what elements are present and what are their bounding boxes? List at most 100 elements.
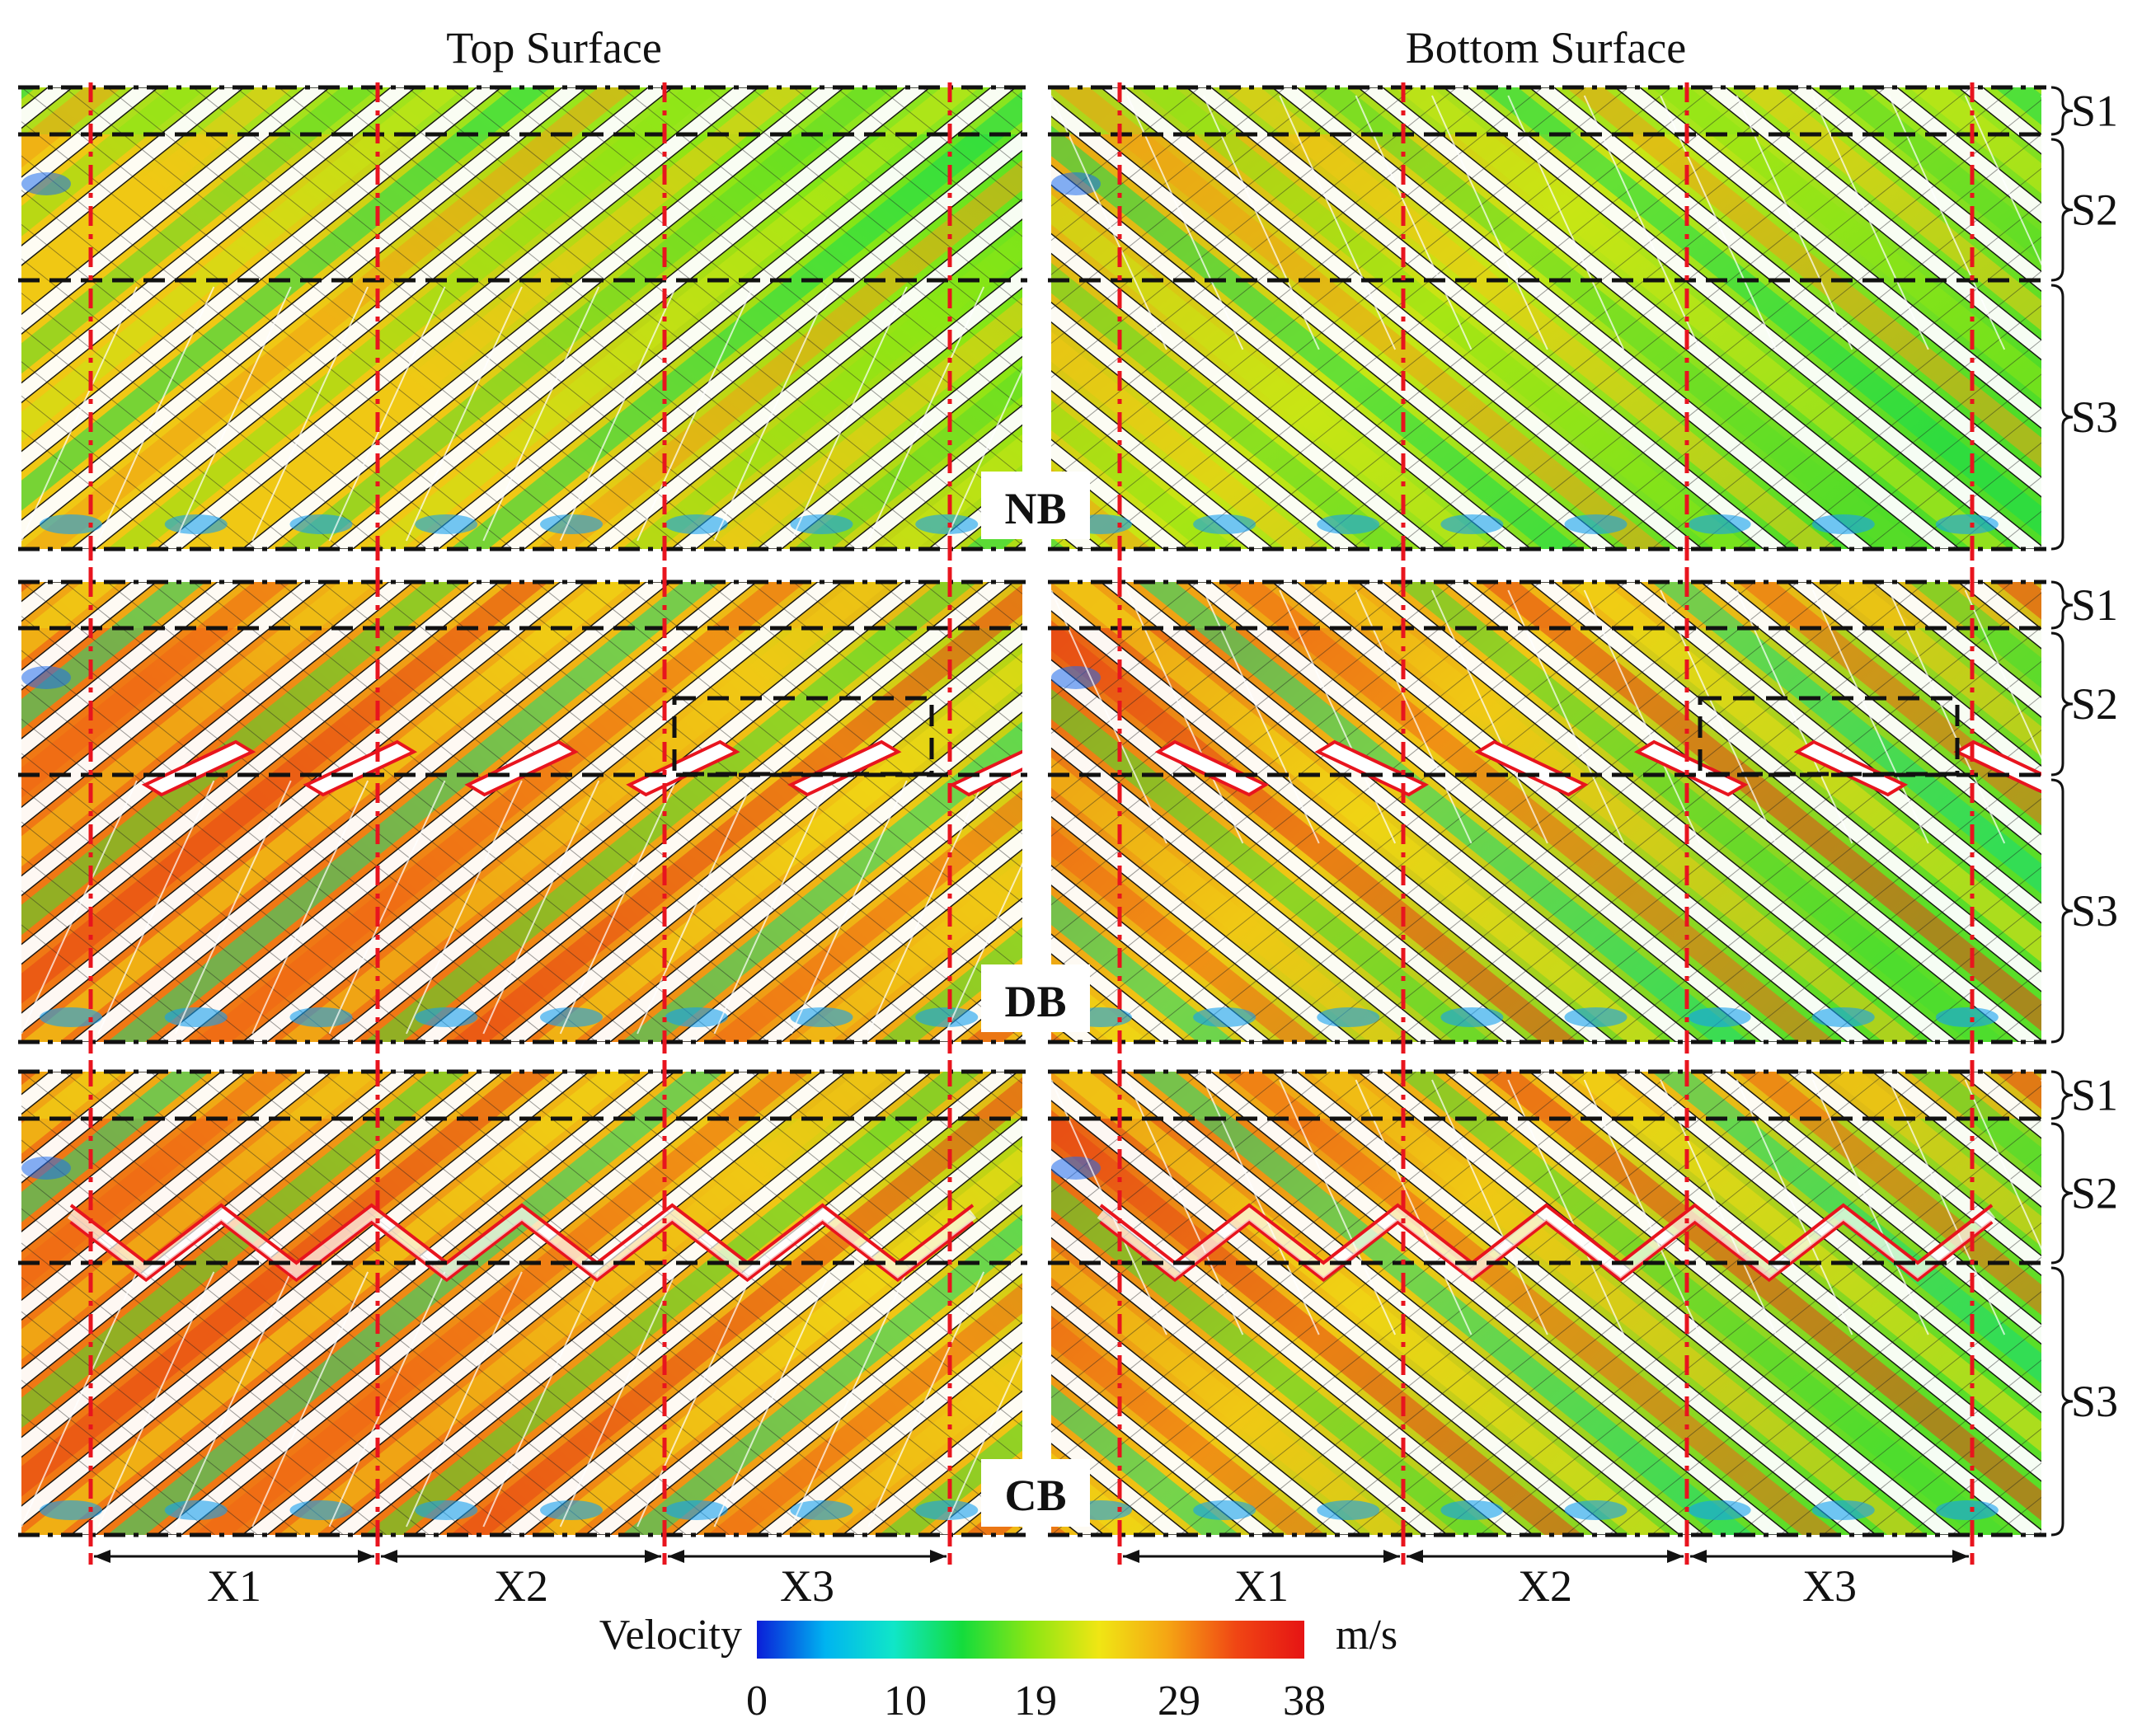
streamline [1126,1079,1244,1335]
streamline [1660,1079,1777,1335]
flow-band [1909,1072,2041,1178]
rib [755,336,1022,549]
rib [1356,1072,1963,1535]
flow-band [622,721,1022,1042]
vortex-spot [40,1500,102,1520]
flow-band [1737,582,2041,826]
rib [1356,87,1961,549]
flow-band [1051,1031,1064,1042]
streamline [251,1271,369,1528]
hatch-line [21,223,428,549]
case-label-nb: NB [1004,484,1066,533]
rib [927,1458,1022,1535]
hatch-line [1051,87,1372,345]
hatch-line [535,1072,1022,1462]
hatch-line [21,1379,215,1535]
hatch-line [449,1072,1022,1530]
flow-band [707,1283,1022,1535]
streamline [559,1271,677,1528]
rib [21,582,500,965]
rib [1051,370,1275,549]
hatch-line [835,1072,1022,1222]
vortex-spot [1688,1500,1751,1520]
rib [326,87,932,549]
corrugated-baffle [69,1218,975,1283]
rib [1051,1285,1363,1535]
rib [1051,865,1273,1042]
flow-band [193,87,808,549]
hatch-line [835,582,1022,732]
streamline [328,1271,446,1528]
hatch-line [149,87,728,549]
rib [1051,301,1361,549]
hatch-line [1522,134,2041,549]
flow-band [793,1351,1022,1535]
streamline [1888,95,2006,350]
flow-band [21,1072,39,1086]
vortex-spot [415,514,478,534]
rib [1051,795,1359,1042]
flow-band [107,1072,725,1535]
hatch-line [149,1072,730,1535]
hatch-line [21,684,468,1042]
rib [2044,87,2156,549]
vortex-spot [1688,1007,1751,1027]
baffle [1474,739,1589,797]
streamline [1279,589,1397,844]
rib [1185,1072,1792,1535]
hatch-line [578,87,1022,443]
flow-band [21,87,636,549]
flow-band [1737,1072,2041,1316]
vortex-spot [1935,1500,1999,1520]
hatch-line [1051,582,1327,803]
rib [1613,87,2041,429]
flow-band [1394,1072,2012,1535]
hatch-line [1522,627,2041,1042]
rib [21,582,157,691]
streamline [406,780,523,1035]
case-label-cb: CB [1004,1471,1066,1520]
streamline [1202,1079,1320,1335]
hatch-line [1222,87,1801,549]
hatch-line [21,718,425,1042]
rib [21,1072,333,1321]
hatch-line [1479,592,2041,1042]
streamline [1811,1079,1929,1335]
vortex-spot [665,1007,728,1027]
hatch-line [1222,582,1798,1042]
rib [69,1072,676,1535]
rib [21,87,246,266]
hatch-line [235,87,814,549]
hatch-line [321,87,900,549]
hatch-line [707,1072,1022,1325]
hatch-line [1051,582,1284,768]
hatch-line [235,582,811,1042]
rib [1956,1072,2041,1139]
rib [498,1115,1022,1535]
hatch-line [1051,582,1627,1042]
rib [498,129,1022,549]
rib [1051,164,1533,549]
flow-band [1051,1384,1240,1535]
hatch-line [1736,1291,2041,1535]
streamline [1507,589,1625,844]
flow-band [21,582,378,867]
flow-band [1223,87,1838,549]
hatch-line [278,87,857,549]
hatch-line [1051,87,1458,413]
hatch-line [2123,582,2156,1042]
hatch-line [1051,1072,1545,1467]
flow-band [1051,582,1665,1042]
hatch-line [21,786,340,1042]
hatch-line [21,429,171,549]
streamline [1811,95,1929,350]
hatch-line [321,1072,901,1535]
hatch-line [1179,582,1755,1042]
panel-cb-top [18,1067,1027,1543]
vortex-spot [540,1500,603,1520]
flow-band [450,91,1022,549]
rib [755,828,1022,1042]
vortex-spot [415,1007,478,1027]
rib [841,404,1022,549]
